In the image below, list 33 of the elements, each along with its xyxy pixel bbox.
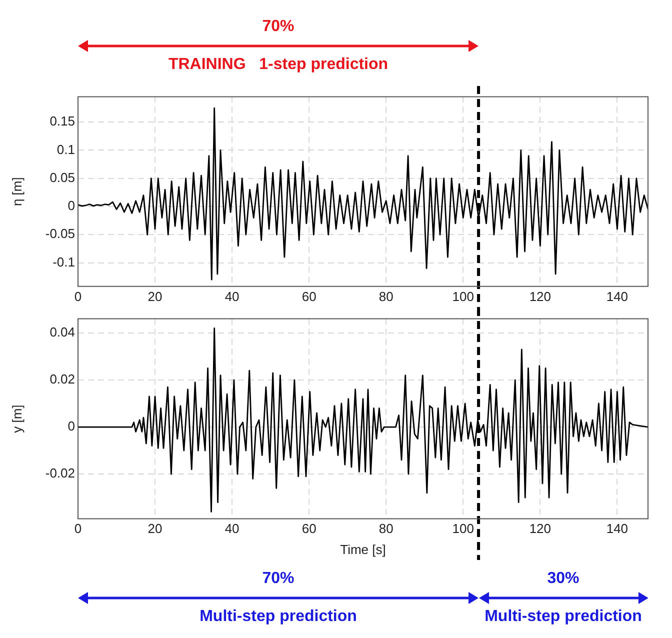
- x-tick-label: 40: [224, 521, 240, 536]
- y-tick-label: 0.02: [50, 372, 75, 387]
- x-tick-label: 80: [378, 288, 394, 304]
- y-tick-label: 0.04: [50, 324, 75, 340]
- text: Multi-step prediction: [198, 608, 358, 626]
- text: TRAINING 1-step prediction: [167, 56, 390, 74]
- y-tick-label: -0.02: [45, 466, 75, 481]
- x-tick-label: 20: [148, 521, 162, 536]
- x-tick-label: 100: [452, 288, 474, 304]
- y-tick-label: 0: [68, 418, 75, 434]
- x-tick-label: 140: [606, 288, 628, 304]
- x-tick-label: 80: [378, 521, 394, 536]
- x-tick-label: 140: [606, 521, 628, 536]
- y-tick-label: 0.1: [56, 142, 75, 157]
- x-tick-label: 60: [302, 521, 316, 536]
- y-tick-label: 0.15: [50, 114, 75, 129]
- x-axis-title: Time [s]: [340, 542, 386, 557]
- y-tick-label: -0.05: [45, 226, 75, 242]
- y-axis-title: η [m]: [9, 177, 24, 206]
- x-tick-label: 120: [529, 521, 552, 536]
- y-tick-label: 0: [68, 198, 75, 214]
- y-axis-title: y [m]: [9, 404, 24, 433]
- x-tick-label: 20: [148, 288, 162, 304]
- x-tick-label: 40: [224, 288, 240, 304]
- x-tick-label: 120: [529, 288, 552, 304]
- x-tick-label: 100: [452, 521, 474, 536]
- y-tick-label: 0.05: [50, 170, 75, 185]
- text: 70%: [261, 18, 296, 36]
- text: Multi-step prediction: [484, 608, 643, 626]
- y-tick-label: -0.1: [52, 254, 75, 270]
- text: 30%: [546, 570, 580, 588]
- text: 70%: [261, 570, 296, 588]
- x-tick-label: 60: [302, 288, 316, 304]
